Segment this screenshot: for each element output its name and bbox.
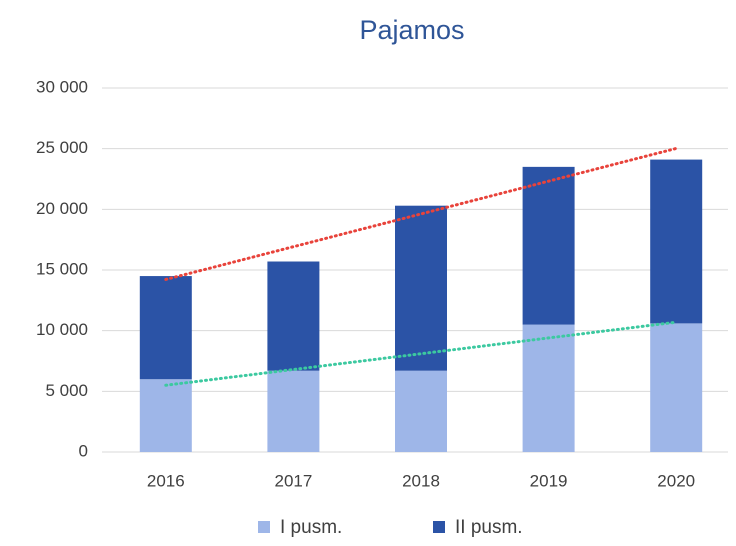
y-tick-label: 15 000 <box>36 259 88 278</box>
bar-segment <box>267 370 320 452</box>
trendline <box>164 320 678 387</box>
legend-label: II pusm. <box>455 517 523 538</box>
chart-title: Pajamos <box>359 15 464 45</box>
y-tick-label: 5 000 <box>45 381 88 400</box>
x-tick-label: 2017 <box>274 471 312 490</box>
legend-swatch <box>258 521 270 533</box>
bar-segment <box>395 205 447 371</box>
x-tick-label: 2020 <box>657 471 695 490</box>
x-tick-label: 2016 <box>147 471 185 490</box>
bar-segment <box>395 370 447 452</box>
bar-segment <box>650 323 703 452</box>
y-tick-label: 10 000 <box>36 320 88 339</box>
bar-segment <box>522 324 575 452</box>
legend-label: I pusm. <box>280 517 342 538</box>
x-tick-label: 2018 <box>402 471 440 490</box>
y-tick-label: 20 000 <box>36 199 88 218</box>
bar-segment <box>522 166 575 325</box>
y-tick-label: 25 000 <box>36 138 88 157</box>
y-tick-label: 0 <box>79 441 88 460</box>
x-tick-label: 2019 <box>530 471 568 490</box>
bar-segment <box>139 379 192 452</box>
trendline <box>164 146 678 281</box>
bar-segment <box>650 159 703 324</box>
bar-segment <box>139 276 192 380</box>
bar-segment <box>267 261 320 371</box>
y-tick-label: 30 000 <box>36 77 88 96</box>
legend-swatch <box>433 521 445 533</box>
